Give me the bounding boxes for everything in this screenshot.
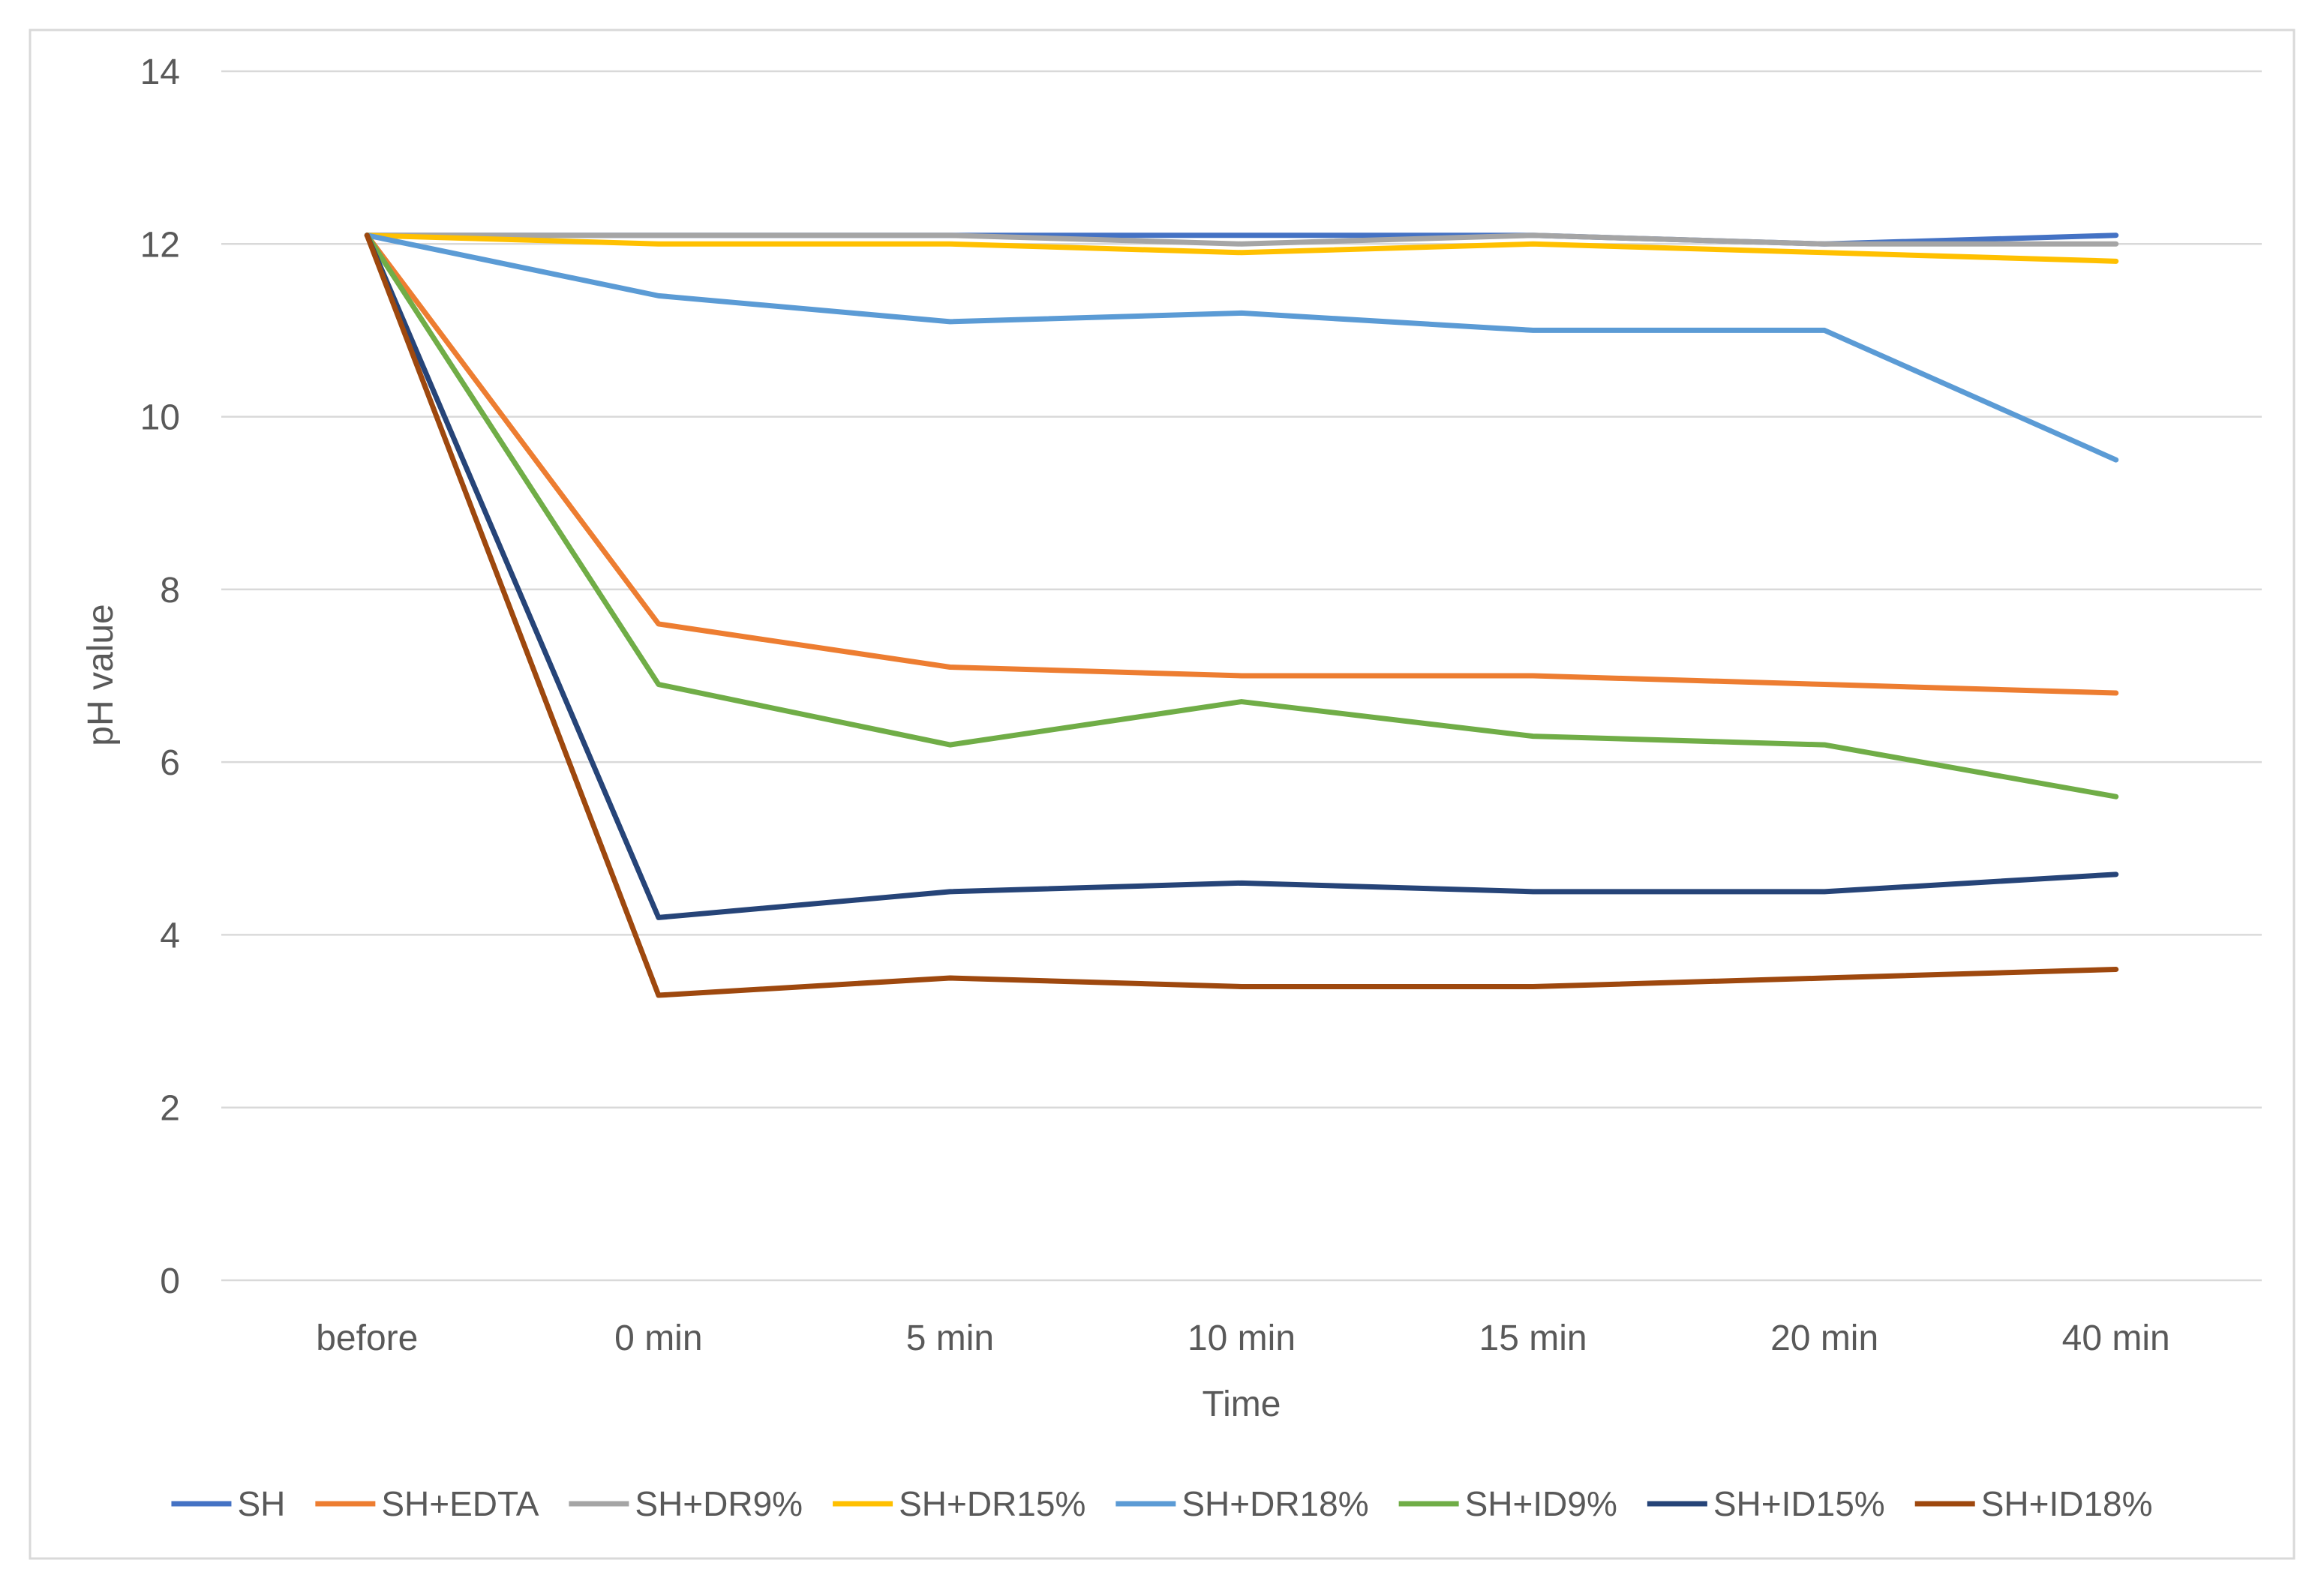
legend-item: SH (171, 1484, 285, 1523)
series-line-sh-id15- (364, 232, 2119, 920)
y-tick-label: 0 (160, 1262, 180, 1301)
legend-item: SH+DR9% (569, 1484, 803, 1523)
y-tick-label: 14 (140, 52, 180, 92)
y-axis-title: pH value (81, 604, 121, 746)
series-line-sh-edta (364, 232, 2119, 696)
legend-label: SH+EDTA (381, 1484, 539, 1523)
legend-item: SH+ID9% (1398, 1484, 1617, 1523)
series-line-sh-id18- (364, 232, 2119, 998)
legend-item: SH+DR15% (833, 1484, 1085, 1523)
legend-label: SH+DR18% (1182, 1484, 1368, 1523)
legend-label: SH+ID18% (1981, 1484, 2153, 1523)
legend-label: SH (237, 1484, 285, 1523)
y-tick-label: 4 (160, 916, 180, 956)
legend-item: SH+ID18% (1914, 1484, 2153, 1523)
x-tick-label: 10 min (1188, 1318, 1296, 1358)
series-line-sh-id9- (364, 232, 2119, 800)
y-tick-label: 6 (160, 743, 180, 783)
y-tick-labels: 0 2 4 6 8 10 12 14 (140, 52, 180, 1301)
legend-label: SH+ID9% (1465, 1484, 1617, 1523)
y-tick-label: 10 (140, 398, 180, 438)
legend-label: SH+DR9% (635, 1484, 803, 1523)
x-tick-label: 0 min (614, 1318, 702, 1358)
legend-label: SH+DR15% (899, 1484, 1085, 1523)
x-tick-label: 40 min (2062, 1318, 2170, 1358)
y-tick-label: 12 (140, 225, 180, 265)
legend-label: SH+ID15% (1713, 1484, 1885, 1523)
legend-item: SH+EDTA (315, 1484, 539, 1523)
y-tick-label: 2 (160, 1089, 180, 1129)
legend-item: SH+ID15% (1647, 1484, 1885, 1523)
x-tick-label: 20 min (1770, 1318, 1878, 1358)
x-tick-label: 15 min (1479, 1318, 1587, 1358)
series-line-sh-dr9- (364, 232, 2119, 247)
x-tick-label: 5 min (906, 1318, 994, 1358)
x-tick-labels: before 0 min 5 min 10 min 15 min 20 min 40 min (316, 1318, 2170, 1358)
x-tick-label: before (316, 1318, 418, 1358)
series-lines (364, 232, 2119, 998)
y-tick-label: 8 (160, 571, 180, 610)
legend: SH SH+EDTA SH+DR9% SH+DR15% SH+DR18% SH+ID9% S… (171, 1484, 2153, 1523)
series-line-sh-dr18- (364, 232, 2119, 463)
series-line-sh-dr15- (364, 232, 2119, 264)
legend-item: SH+DR18% (1115, 1484, 1369, 1523)
x-axis-title: Time (1203, 1384, 1281, 1424)
